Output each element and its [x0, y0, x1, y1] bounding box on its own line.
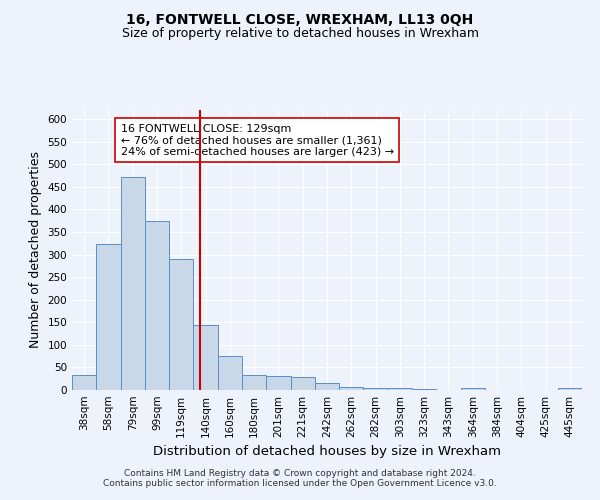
Bar — [169, 258, 193, 390]
Bar — [412, 389, 436, 390]
Bar — [218, 356, 242, 390]
Bar — [364, 388, 388, 390]
Text: Contains public sector information licensed under the Open Government Licence v3: Contains public sector information licen… — [103, 478, 497, 488]
Bar — [388, 388, 412, 390]
Y-axis label: Number of detached properties: Number of detached properties — [29, 152, 42, 348]
Bar — [72, 375, 96, 390]
Bar — [193, 326, 218, 390]
Text: Contains HM Land Registry data © Crown copyright and database right 2024.: Contains HM Land Registry data © Crown c… — [124, 468, 476, 477]
Text: Size of property relative to detached houses in Wrexham: Size of property relative to detached ho… — [121, 28, 479, 40]
Bar — [558, 388, 582, 390]
Bar — [121, 177, 145, 390]
Text: 16, FONTWELL CLOSE, WREXHAM, LL13 0QH: 16, FONTWELL CLOSE, WREXHAM, LL13 0QH — [127, 12, 473, 26]
Bar — [315, 383, 339, 390]
Bar — [339, 387, 364, 390]
Bar — [290, 377, 315, 390]
Text: 16 FONTWELL CLOSE: 129sqm
← 76% of detached houses are smaller (1,361)
24% of se: 16 FONTWELL CLOSE: 129sqm ← 76% of detac… — [121, 124, 394, 156]
Bar — [242, 375, 266, 390]
X-axis label: Distribution of detached houses by size in Wrexham: Distribution of detached houses by size … — [153, 446, 501, 458]
Bar — [96, 244, 121, 390]
Bar — [145, 221, 169, 390]
Bar — [266, 376, 290, 390]
Bar — [461, 388, 485, 390]
